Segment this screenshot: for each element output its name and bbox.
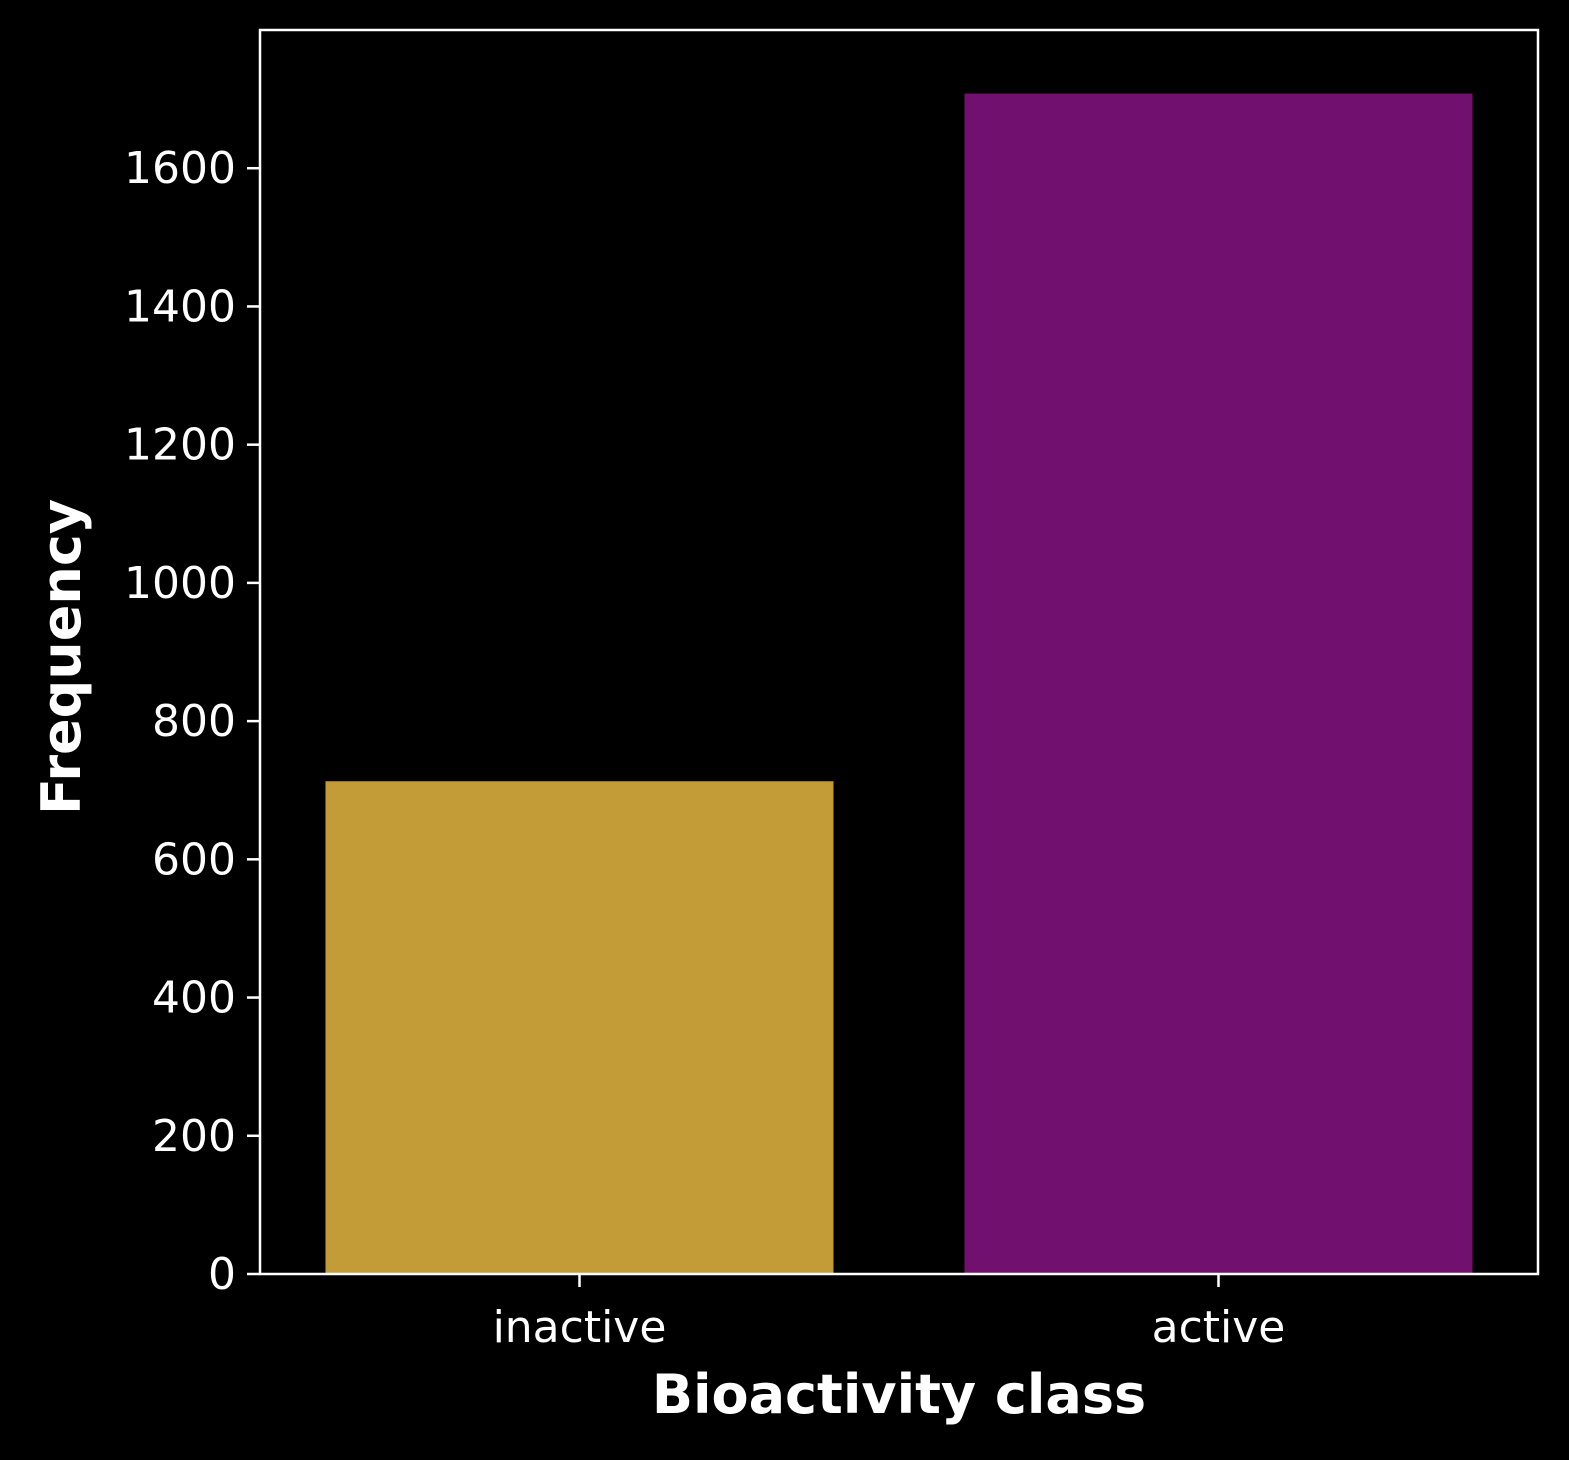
y-axis-label: Frequency bbox=[30, 499, 93, 815]
bars-layer bbox=[325, 93, 1473, 1274]
x-axis-label: Bioactivity class bbox=[652, 1363, 1146, 1426]
y-tick-label: 1200 bbox=[124, 420, 236, 471]
x-tick-label: inactive bbox=[493, 1302, 667, 1353]
y-tick-label: 0 bbox=[208, 1249, 236, 1300]
y-axis-ticks: 0 200 400 600 800 1000 1200 1400 1600 bbox=[124, 143, 260, 1300]
y-tick-label: 1000 bbox=[124, 558, 236, 609]
x-axis-ticks: inactive active bbox=[493, 1274, 1286, 1353]
y-tick-label: 800 bbox=[152, 696, 236, 747]
plot-frame bbox=[258, 28, 1540, 1276]
bar-inactive bbox=[325, 781, 834, 1274]
x-tick-label: active bbox=[1152, 1302, 1286, 1353]
y-tick-label: 200 bbox=[152, 1111, 236, 1162]
y-tick-label: 1400 bbox=[124, 281, 236, 332]
y-tick-label: 600 bbox=[152, 834, 236, 885]
y-tick-label: 400 bbox=[152, 973, 236, 1024]
bar-active bbox=[964, 93, 1473, 1274]
y-tick-label: 1600 bbox=[124, 143, 236, 194]
